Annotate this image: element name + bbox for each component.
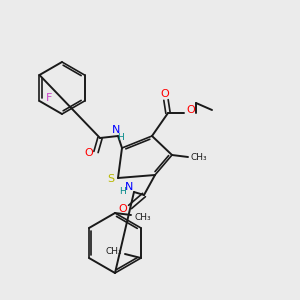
Text: CH₃: CH₃ bbox=[191, 152, 207, 161]
Text: H: H bbox=[118, 133, 124, 142]
Text: O: O bbox=[187, 105, 195, 115]
Text: CH₃: CH₃ bbox=[135, 212, 151, 221]
Text: O: O bbox=[118, 204, 127, 214]
Text: CH₃: CH₃ bbox=[106, 248, 122, 256]
Text: N: N bbox=[125, 182, 133, 192]
Text: H: H bbox=[120, 187, 126, 196]
Text: O: O bbox=[85, 148, 93, 158]
Text: S: S bbox=[107, 174, 115, 184]
Text: O: O bbox=[160, 89, 169, 99]
Text: N: N bbox=[112, 125, 120, 135]
Text: F: F bbox=[46, 93, 53, 103]
